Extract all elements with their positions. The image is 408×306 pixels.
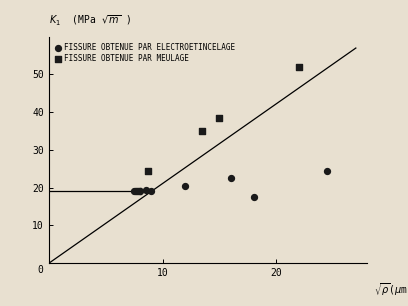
FISSURE OBTENUE PAR MEULAGE: [144, 168, 151, 173]
Text: $\sqrt{\rho}$($\mu$m): $\sqrt{\rho}$($\mu$m): [374, 281, 408, 298]
FISSURE OBTENUE PAR ELECTROETINCELAGE: [182, 183, 188, 188]
Legend: FISSURE OBTENUE PAR ELECTROETINCELAGE, FISSURE OBTENUE PAR MEULAGE: FISSURE OBTENUE PAR ELECTROETINCELAGE, F…: [53, 40, 237, 65]
Text: 0: 0: [38, 265, 43, 275]
FISSURE OBTENUE PAR ELECTROETINCELAGE: [131, 189, 137, 194]
Text: $K_1$  (MPa $\sqrt{m}$ ): $K_1$ (MPa $\sqrt{m}$ ): [49, 13, 131, 28]
FISSURE OBTENUE PAR ELECTROETINCELAGE: [324, 168, 330, 173]
FISSURE OBTENUE PAR ELECTROETINCELAGE: [142, 187, 149, 192]
FISSURE OBTENUE PAR ELECTROETINCELAGE: [137, 188, 143, 193]
FISSURE OBTENUE PAR ELECTROETINCELAGE: [148, 189, 155, 194]
FISSURE OBTENUE PAR ELECTROETINCELAGE: [250, 195, 257, 200]
FISSURE OBTENUE PAR MEULAGE: [134, 189, 141, 194]
FISSURE OBTENUE PAR MEULAGE: [296, 65, 302, 69]
FISSURE OBTENUE PAR MEULAGE: [216, 115, 223, 120]
FISSURE OBTENUE PAR ELECTROETINCELAGE: [228, 176, 234, 181]
FISSURE OBTENUE PAR MEULAGE: [199, 129, 206, 133]
